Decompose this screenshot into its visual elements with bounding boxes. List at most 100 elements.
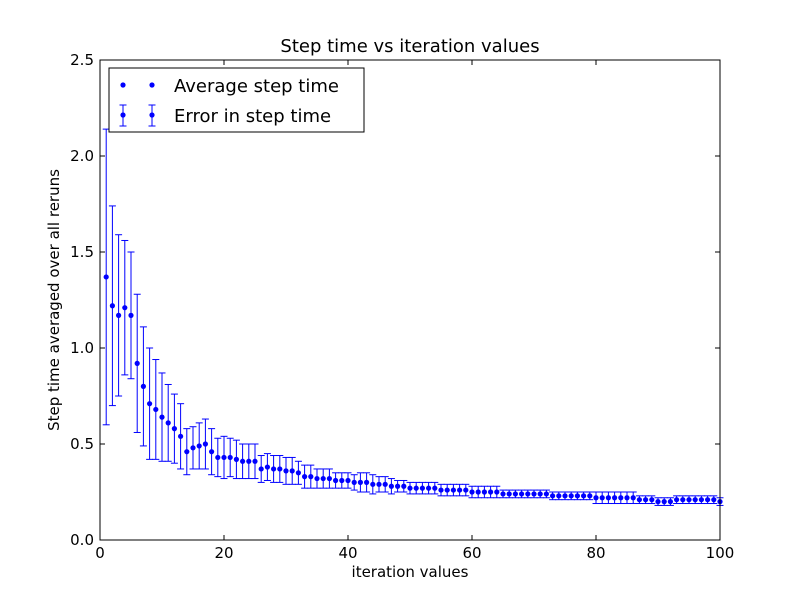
y-tick-label: 0.0	[70, 531, 94, 549]
x-tick-label: 40	[338, 544, 357, 562]
data-point	[184, 449, 190, 455]
data-point	[364, 479, 370, 485]
data-point	[109, 303, 115, 309]
data-point	[413, 485, 419, 491]
y-tick-label: 1.5	[70, 243, 94, 261]
data-point	[432, 485, 438, 491]
data-point	[308, 474, 314, 480]
data-point	[692, 497, 698, 503]
chart-title: Step time vs iteration values	[280, 36, 539, 57]
data-point	[543, 491, 550, 497]
data-point	[605, 495, 612, 501]
data-point	[351, 479, 357, 485]
data-point	[686, 497, 692, 503]
data-point	[698, 497, 705, 503]
data-point	[116, 312, 122, 318]
y-tick-label: 2.5	[70, 51, 94, 69]
plot-area	[100, 60, 720, 540]
data-point	[178, 433, 184, 439]
data-point	[190, 445, 196, 451]
data-point	[103, 274, 109, 280]
data-point	[215, 454, 221, 461]
x-tick-label: 100	[706, 544, 735, 562]
data-point	[711, 497, 717, 503]
data-point	[531, 491, 537, 497]
data-point	[401, 483, 407, 489]
data-point	[233, 456, 239, 462]
y-tick-label: 0.5	[70, 435, 94, 453]
data-point	[587, 493, 593, 499]
data-point	[705, 497, 711, 503]
data-point	[326, 475, 332, 482]
data-point	[140, 383, 146, 389]
data-point	[643, 497, 649, 503]
data-point	[165, 420, 171, 426]
data-point	[618, 495, 624, 501]
data-point	[426, 485, 432, 491]
legend-label-error: Error in step time	[174, 106, 331, 127]
data-point	[655, 499, 661, 505]
data-point	[525, 491, 531, 497]
data-point	[624, 495, 630, 501]
data-point	[574, 493, 581, 499]
data-point	[568, 493, 574, 499]
data-point	[240, 458, 246, 464]
y-tick-label: 2.0	[70, 147, 94, 165]
data-point	[506, 491, 512, 497]
data-point	[537, 491, 543, 497]
data-point	[159, 414, 165, 420]
data-point	[674, 497, 680, 503]
data-point	[463, 487, 469, 493]
data-point	[438, 487, 444, 493]
data-points	[103, 274, 723, 505]
data-point	[264, 464, 270, 470]
x-tick-label: 0	[95, 544, 105, 562]
data-point	[271, 466, 277, 472]
data-point	[345, 477, 351, 484]
data-point	[314, 475, 320, 482]
data-point	[283, 468, 289, 474]
data-point	[202, 441, 208, 447]
data-point	[134, 360, 140, 366]
data-point	[450, 487, 456, 493]
x-tick-label: 60	[462, 544, 481, 562]
data-point	[227, 454, 233, 461]
tick-labels: 0 20 40 60 80 100 0.0 0.5 1.0 1.5 2.0 2.5	[70, 51, 734, 562]
legend-point-marker	[149, 82, 155, 88]
data-point	[661, 499, 667, 505]
data-point	[550, 493, 556, 499]
data-point	[469, 489, 475, 495]
data-point	[444, 487, 450, 493]
y-tick-label: 1.0	[70, 339, 94, 357]
data-point	[370, 481, 376, 487]
legend-errorbar-point	[120, 112, 126, 118]
data-point	[388, 483, 394, 489]
data-point	[320, 475, 326, 482]
legend: Average step time Error in step time	[108, 67, 365, 133]
legend-point-marker	[120, 82, 126, 88]
plot-frame	[99, 59, 721, 541]
x-axis-label: iteration values	[352, 563, 469, 581]
data-point	[519, 491, 525, 497]
data-point	[252, 458, 258, 464]
data-point	[258, 466, 264, 472]
data-point	[357, 479, 363, 485]
y-axis-label: Step time averaged over all reruns	[45, 169, 63, 431]
data-point	[376, 481, 382, 487]
data-point	[246, 458, 252, 464]
data-point	[128, 312, 134, 318]
data-point	[382, 481, 388, 487]
data-point	[147, 401, 153, 407]
data-point	[221, 454, 227, 461]
data-point	[481, 489, 487, 495]
data-point	[407, 485, 413, 491]
legend-label-average: Average step time	[174, 76, 339, 97]
data-point	[209, 449, 215, 455]
data-point	[494, 489, 500, 495]
data-point	[581, 493, 587, 499]
data-point	[339, 477, 345, 484]
data-point	[562, 493, 568, 499]
legend-errorbar-point	[149, 112, 155, 118]
data-point	[500, 491, 506, 497]
data-point	[196, 443, 202, 449]
